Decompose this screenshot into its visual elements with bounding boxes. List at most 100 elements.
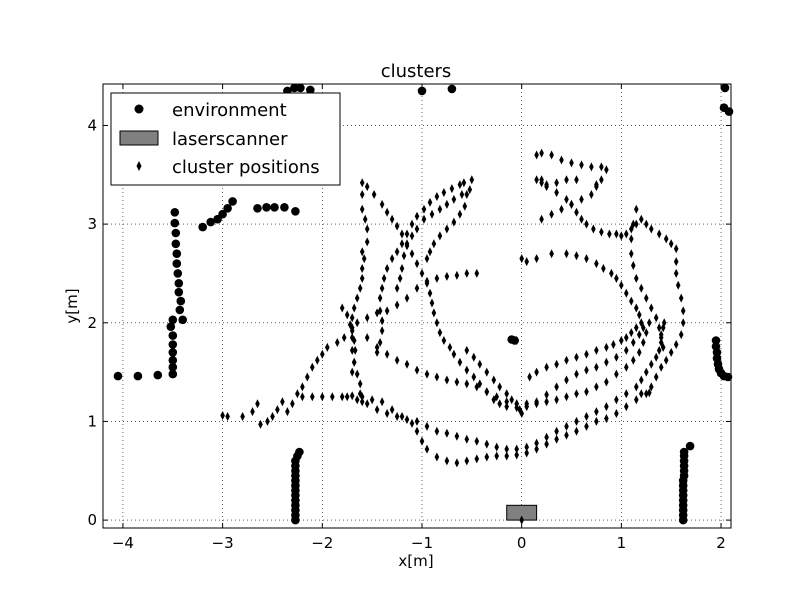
cluster-point [414,224,420,234]
cluster-point [434,452,440,462]
cluster-point [634,382,639,392]
cluster-point [644,389,649,399]
cluster-point [491,395,497,405]
cluster-point [619,280,624,290]
cluster-point [354,395,360,405]
cluster-point [381,273,387,283]
cluster-point [409,231,415,241]
cluster-point [574,352,579,362]
cluster-point [349,345,355,355]
cluster-point [409,418,415,428]
cluster-point [419,436,425,446]
cluster-point [574,175,579,185]
cluster-point [644,367,649,377]
cluster-point [434,318,440,328]
cluster-point [494,392,499,402]
cluster-point [384,349,390,359]
cluster-point [351,357,357,367]
cluster-point [359,247,365,257]
cluster-point [631,338,636,347]
environment-point [290,83,299,93]
cluster-point [656,345,662,355]
cluster-point [444,375,450,385]
cluster-point [344,310,350,320]
cluster-point [564,194,569,204]
environment-point [153,370,163,380]
environment-point [262,203,271,212]
cluster-point [449,184,455,194]
cluster-point [564,392,569,402]
cluster-point [631,261,636,270]
cluster-point [649,303,654,313]
cluster-point [258,419,263,429]
cluster-point [351,336,357,345]
cluster-point [631,219,636,229]
cluster-point [637,330,642,340]
cluster-point [451,217,457,227]
cluster-point [351,303,357,313]
environment-point [218,209,227,219]
cluster-point [349,323,355,333]
cluster-point [584,254,589,264]
cluster-point [371,190,377,199]
cluster-point [464,365,470,375]
environment-point [168,348,178,357]
cluster-point [604,165,609,175]
cluster-point [534,438,539,448]
cluster-point [255,399,260,409]
cluster-point [644,219,649,229]
cluster-point [634,395,639,405]
legend-laserscanner-marker [119,130,159,146]
cluster-point [514,399,519,409]
cluster-point [544,432,549,442]
cluster-point [604,342,609,352]
cluster-point [444,271,450,281]
environment-point [306,85,315,95]
cluster-point [658,362,664,372]
environment-point [711,336,721,345]
cluster-point [604,377,609,387]
environment-point [173,269,183,278]
cluster-point [524,442,529,452]
cluster-point [437,231,443,241]
cluster-point [614,369,619,379]
cluster-point [364,313,370,323]
cluster-point [315,355,320,365]
cluster-point [427,288,433,298]
cluster-point [401,251,407,261]
cluster-point [424,444,430,454]
cluster-point [359,264,365,273]
environment-point [253,204,262,213]
cluster-point [494,442,499,452]
cluster-point [663,234,669,244]
cluster-point [673,268,679,278]
cluster-point [357,389,363,399]
environment-point [166,322,176,332]
cluster-point [653,372,659,382]
cluster-point [680,318,686,328]
cluster-point [594,382,599,392]
cluster-point [509,395,514,405]
cluster-point [384,306,390,316]
cluster-point [397,273,403,283]
cluster-point [399,229,405,239]
environment-point [133,371,143,381]
cluster-point [673,244,679,254]
cluster-point [519,515,524,525]
cluster-point [574,389,579,399]
cluster-point [564,421,569,431]
cluster-point [394,300,400,310]
cluster-point [544,390,549,400]
cluster-point [559,204,564,214]
cluster-point [534,150,539,160]
cluster-point [668,239,674,249]
cluster-positions-series [220,148,686,525]
environment-point [172,249,182,258]
cluster-point [624,333,629,343]
cluster-point [354,293,360,303]
environment-point [168,362,178,372]
environment-point [280,203,289,212]
cluster-point [354,369,360,379]
cluster-point [454,270,460,280]
cluster-point [619,231,624,241]
